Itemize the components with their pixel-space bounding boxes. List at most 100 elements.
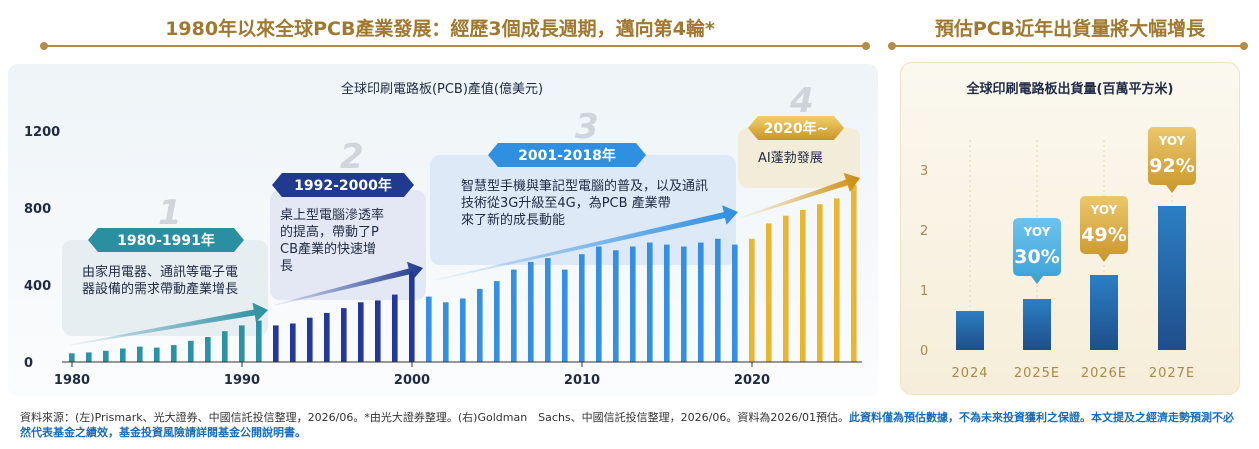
bar-2005 [494, 281, 500, 362]
bar-1984 [137, 346, 143, 362]
right-header: 預估PCB近年出貨量將大幅增長 [934, 18, 1206, 40]
r-y-tick-1: 1 [920, 284, 928, 299]
bar-1998 [375, 300, 381, 362]
bar-1986 [171, 345, 177, 362]
trend-arrow-4 [739, 172, 860, 219]
phase-4-number: 4 [789, 81, 814, 121]
yoy-value-1: 30% [1014, 246, 1059, 268]
phase-4-desc: AI蓬勃發展 [758, 151, 823, 166]
bar-1993 [290, 323, 296, 362]
phase-2-number: 2 [340, 137, 364, 177]
r-x-tick-2027E: 2027E [1149, 366, 1195, 381]
bar-2008 [545, 258, 551, 362]
yoy-value-2: 49% [1081, 224, 1126, 246]
x-tick-1980: 1980 [54, 373, 90, 388]
trend-arrow-3 [434, 205, 738, 281]
bar-2000 [409, 271, 415, 362]
bar-2014 [647, 242, 653, 362]
bar-1992 [273, 325, 279, 362]
bar-2012 [613, 250, 619, 362]
phase-3-box [430, 155, 736, 265]
yoy-label-3: YOY [1158, 134, 1186, 148]
bar-2020 [749, 238, 755, 362]
left-header-underline [40, 42, 870, 50]
x-tick-2010: 2010 [564, 373, 600, 388]
right-header-underline [888, 42, 1248, 50]
bar-1990 [239, 325, 245, 362]
phase-1-number: 1 [158, 193, 182, 233]
phase-2-desc: 桌上型電腦滲透率的提高，帶動了P CB產業的快速增長 [280, 207, 384, 274]
yoy-bubble-2 [1080, 196, 1128, 262]
bar-1988 [205, 337, 211, 362]
x-tick-2020: 2020 [734, 373, 770, 388]
y-tick-800: 800 [24, 202, 51, 217]
y-tick-0: 0 [24, 356, 33, 371]
y-tick-400: 400 [24, 279, 51, 294]
phase-4-label-bg [748, 116, 844, 140]
x-tick-2000: 2000 [394, 373, 430, 388]
bar-2004 [477, 288, 483, 362]
phase-1-label: 1980-1991年 [117, 232, 215, 249]
r-y-tick-2: 2 [920, 224, 928, 239]
left-header: 1980年以來全球PCB產業發展：經歷3個成長週期，邁向第4輪* [165, 18, 715, 40]
phase-2-label: 1992-2000年 [294, 177, 392, 194]
r-bar-2027E [1158, 206, 1186, 350]
right-chart-title: 全球印刷電路板出貨量(百萬平方米) [966, 81, 1174, 97]
bar-2017 [698, 242, 704, 362]
r-bar-2026E [1090, 275, 1118, 350]
r-bar-2025E [1023, 299, 1051, 350]
bar-2007 [528, 261, 534, 362]
yoy-label-2: YOY [1090, 203, 1118, 217]
bar-1983 [120, 348, 126, 362]
r-y-tick-3: 3 [920, 164, 928, 179]
bar-1989 [222, 331, 228, 362]
bar-2001 [426, 296, 432, 362]
bar-2006 [511, 269, 517, 362]
phase-1-box [62, 240, 268, 336]
r-x-tick-2024: 2024 [951, 366, 988, 381]
bar-2023 [800, 209, 806, 362]
phase-3-number: 3 [575, 107, 599, 147]
bar-1995 [324, 312, 330, 362]
r-x-tick-2025E: 2025E [1014, 366, 1060, 381]
bar-1981 [86, 352, 92, 362]
yoy-bubble-1 [1013, 218, 1061, 284]
phase-3-desc: 智慧型手機與筆記型電腦的普及，以及通訊技術從3G升級至4G，為PCB 產業帶來了… [461, 178, 708, 228]
bar-2026 [851, 184, 857, 362]
phase-1-label-bg [88, 228, 244, 252]
bar-1980 [69, 353, 75, 362]
left-chart-title: 全球印刷電路板(PCB)產值(億美元) [341, 81, 543, 97]
bar-1985 [154, 347, 160, 362]
bar-2019 [732, 244, 738, 362]
phase-4-box [738, 128, 860, 188]
source-note: 資料來源：(左)Prismark、光大證券、中國信託投信整理，2026/06。*… [20, 410, 1245, 440]
bar-1991 [256, 320, 262, 362]
bar-2011 [596, 246, 602, 362]
bar-2003 [460, 298, 466, 362]
bar-2010 [579, 254, 585, 362]
r-x-tick-2026E: 2026E [1081, 366, 1127, 381]
bar-2022 [783, 215, 789, 362]
bar-2013 [630, 246, 636, 362]
trend-arrow-2 [274, 261, 423, 306]
yoy-bubble-3 [1148, 127, 1196, 193]
bar-2009 [562, 269, 568, 362]
bar-1987 [188, 340, 194, 362]
phase-2-box [270, 190, 426, 300]
bar-1996 [341, 308, 347, 362]
source-text: 資料來源：(左)Prismark、光大證券、中國信託投信整理，2026/06。*… [20, 411, 850, 424]
r-y-tick-0: 0 [920, 344, 928, 359]
disclaimer-text: 此資料僅為預估數據，不為未來投資獲利之保證。本文提及之經濟走勢預測不必然代表基金… [20, 411, 1235, 439]
x-tick-1990: 1990 [224, 373, 260, 388]
bar-2021 [766, 223, 772, 362]
y-tick-1200: 1200 [24, 125, 60, 140]
phase-3-label-bg [488, 143, 646, 167]
bar-1999 [392, 294, 398, 362]
bar-2024 [817, 204, 823, 362]
yoy-label-1: YOY [1023, 225, 1051, 239]
bar-2015 [664, 244, 670, 362]
phase-2-label-bg [272, 173, 414, 197]
r-bar-2024 [956, 311, 984, 350]
phase-4-label: 2020年~ [764, 120, 829, 137]
